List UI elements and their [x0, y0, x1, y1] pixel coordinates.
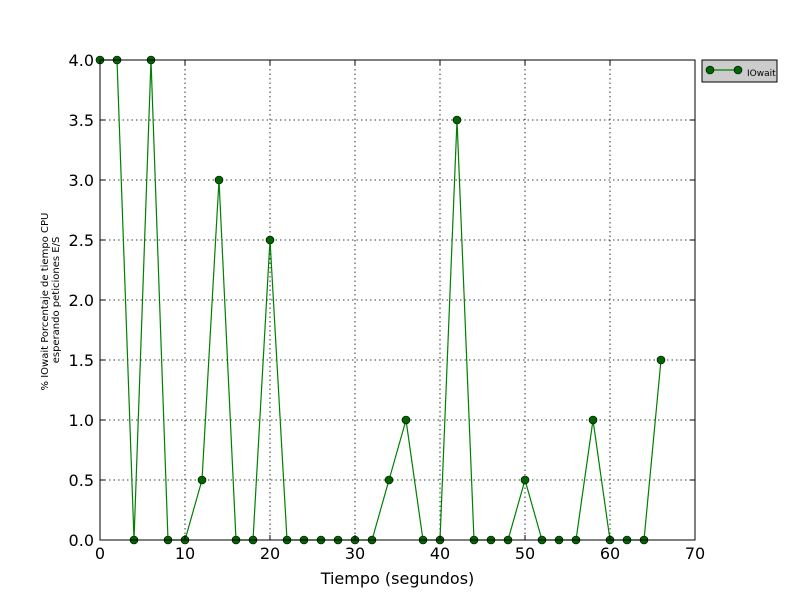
x-tick-label: 0	[95, 544, 105, 563]
data-point	[197, 475, 207, 485]
data-point	[656, 355, 666, 365]
data-point	[265, 235, 275, 245]
data-point	[384, 475, 394, 485]
y-tick-label: 0.5	[69, 471, 94, 490]
y-tick-label: 3.0	[69, 171, 94, 190]
data-point	[452, 115, 462, 125]
grid	[99, 59, 696, 541]
y-tick-label: 2.0	[69, 291, 94, 310]
y-tick-label: 1.5	[69, 351, 94, 370]
y-axis-label-line-1: % IOwait Porcentaje de tiempo CPU	[40, 213, 51, 391]
data-point	[520, 475, 530, 485]
x-tick-label: 40	[430, 544, 450, 563]
x-tick-label: 20	[260, 544, 280, 563]
data-point	[214, 175, 224, 185]
y-tick-labels: 0.0 0.5 1.0 1.5 2.0 2.5 3.0 3.5 4.0	[69, 51, 94, 550]
y-axis-label: % IOwait Porcentaje de tiempo CPU espera…	[40, 210, 62, 391]
legend: IOwait	[701, 59, 778, 83]
y-tick-label: 1.0	[69, 411, 94, 430]
x-tick-label: 70	[685, 544, 705, 563]
x-tick-label: 60	[600, 544, 620, 563]
legend-entry-label: IOwait	[747, 69, 776, 79]
y-tick-label: 2.5	[69, 231, 94, 250]
y-tick-label: 4.0	[69, 51, 94, 70]
x-tick-label: 30	[345, 544, 365, 563]
y-tick-label: 3.5	[69, 111, 94, 130]
x-tick-labels: 0 10 20 30 40 50 60 70	[95, 544, 705, 563]
x-tick-label: 50	[515, 544, 535, 563]
data-point	[588, 415, 598, 425]
legend-marker	[705, 65, 715, 75]
y-axis-label-line-2: esperando peticiones E/S	[51, 237, 62, 364]
x-axis-label: Tiempo (segundos)	[320, 569, 475, 588]
y-tick-label: 0.0	[69, 531, 94, 550]
data-point	[401, 415, 411, 425]
x-tick-label: 10	[175, 544, 195, 563]
legend-marker	[733, 65, 743, 75]
axis-ticks	[99, 59, 696, 541]
